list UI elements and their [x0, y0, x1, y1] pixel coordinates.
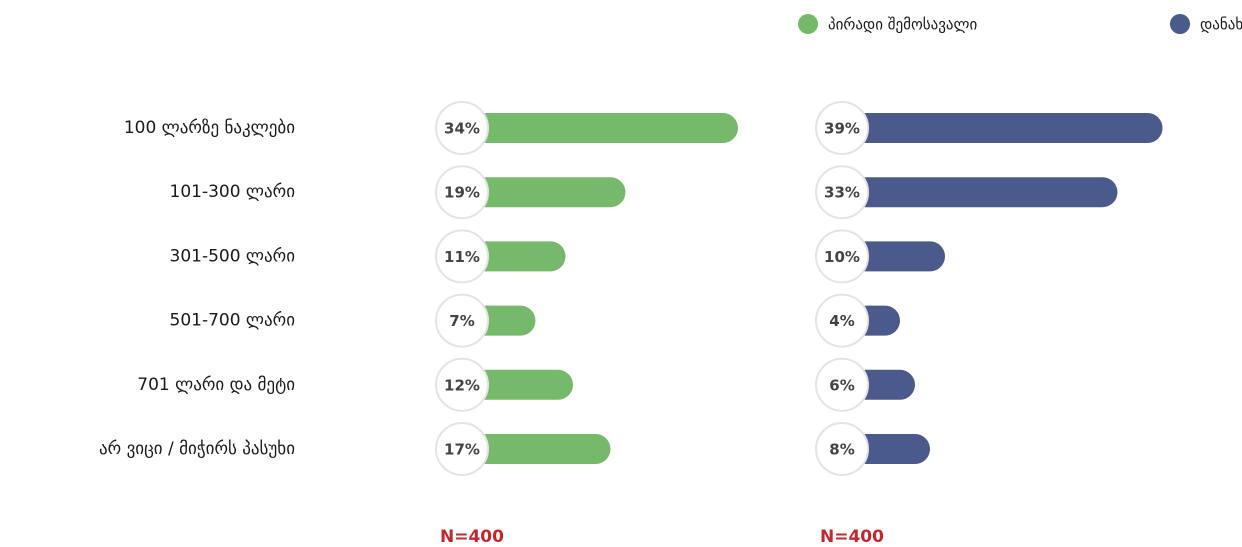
- value-badge: [815, 422, 869, 476]
- value-badge: [435, 101, 489, 155]
- value-badge: [815, 165, 869, 220]
- value-label: 6%: [829, 376, 854, 394]
- value-label: 33%: [824, 184, 860, 202]
- sample-size: N=400: [820, 527, 884, 547]
- category-label: 100 ლარზე ნაკლები: [124, 118, 295, 138]
- value-badge: [815, 293, 869, 348]
- value-label: 8%: [829, 441, 854, 459]
- category-label: 501-700 ლარი: [170, 311, 296, 331]
- bar: [842, 177, 1118, 208]
- category-label: არ ვიცი / მიჭირს პასუხი: [99, 439, 295, 459]
- bar: [462, 434, 611, 464]
- value-label: 34%: [444, 120, 480, 138]
- value-label: 11%: [444, 248, 480, 266]
- value-badge: [435, 293, 489, 348]
- bar: [842, 113, 1163, 143]
- value-badge: [435, 357, 489, 412]
- category-label: 301-500 ლარი: [170, 246, 296, 266]
- value-label: 4%: [829, 312, 854, 330]
- value-badge: [435, 422, 489, 476]
- value-label: 39%: [824, 120, 860, 138]
- legend-label: პირადი შემოსავალი: [828, 16, 977, 34]
- bar: [462, 369, 573, 400]
- value-label: 19%: [444, 184, 480, 202]
- legend-swatch: [1170, 14, 1190, 34]
- value-label: 12%: [444, 376, 480, 394]
- bar: [462, 177, 626, 208]
- legend-swatch: [798, 14, 818, 34]
- value-label: 7%: [449, 312, 474, 330]
- bar: [462, 113, 738, 143]
- sample-size: N=400: [440, 527, 504, 547]
- value-badge: [435, 229, 489, 284]
- value-badge: [435, 165, 489, 220]
- category-label: 701 ლარი და მეტი: [137, 375, 295, 395]
- value-label: 17%: [444, 441, 480, 459]
- value-label: 10%: [824, 248, 860, 266]
- value-badge: [815, 229, 869, 284]
- value-badge: [815, 101, 869, 155]
- legend-label: დანახარჯი: [1200, 16, 1242, 34]
- value-badge: [815, 357, 869, 412]
- category-label: 101-300 ლარი: [170, 182, 296, 202]
